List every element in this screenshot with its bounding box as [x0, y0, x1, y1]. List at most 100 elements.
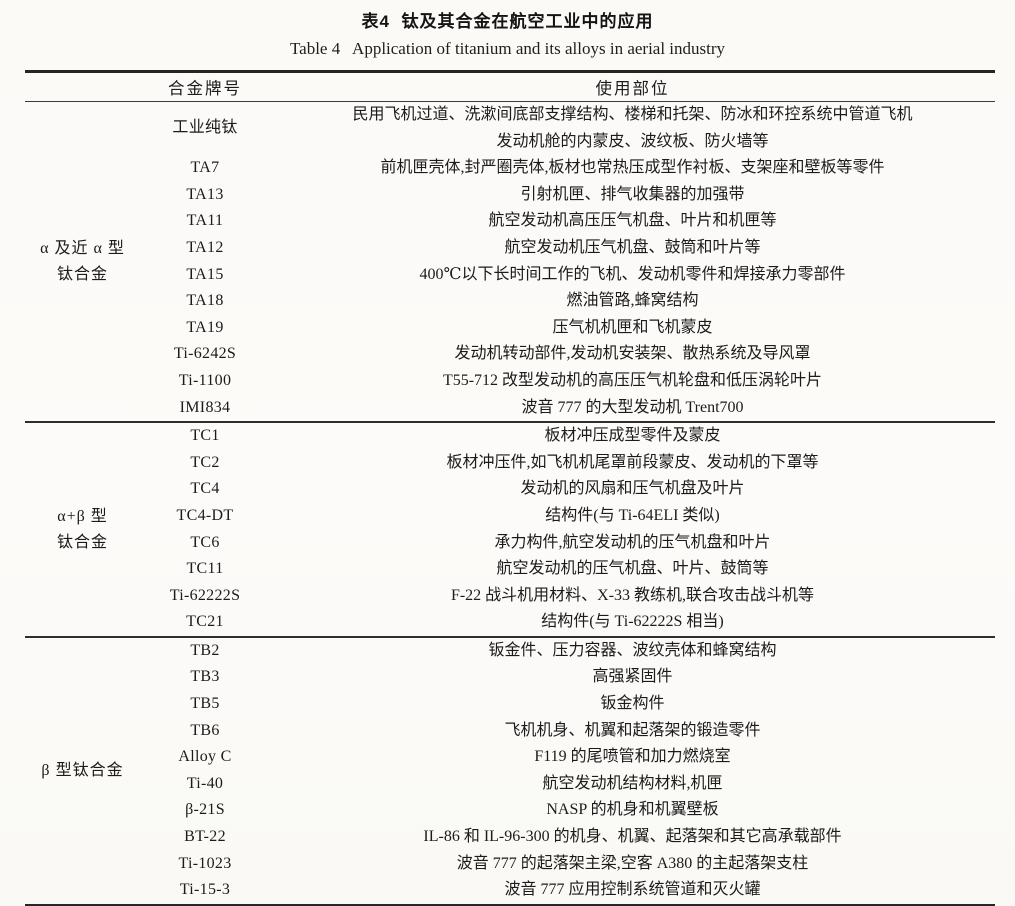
alloy-cell: TC4 — [190, 480, 220, 498]
table-row: TC2 板材冲压件,如飞机机尾罩前段蒙皮、发动机的下罩等 — [25, 450, 995, 477]
alloy-section: α+β 型钛合金 TC1 板材冲压成型零件及蒙皮 TC2 板材冲压件,如飞机机尾罩前段蒙… — [25, 422, 995, 637]
table-row: Ti-1023 波音 777 的起落架主梁,空客 A380 的主起落架支柱 — [25, 851, 995, 878]
table-row: Ti-40 航空发动机结构材料,机匣 — [25, 771, 995, 798]
usage-cell: 板材冲压件,如飞机机尾罩前段蒙皮、发动机的下罩等 — [446, 453, 819, 471]
alloy-section: α 及近 α 型钛合金 工业纯钛 民用飞机过道、洗漱间底部支撑结构、楼梯和托架、防冰… — [25, 102, 995, 423]
table-row: TC21 结构件(与 Ti-62222S 相当) — [25, 609, 995, 637]
header-category-spacer — [25, 71, 140, 102]
usage-cell: 波音 777 应用控制系统管道和灭火罐 — [504, 881, 761, 899]
alloy-cell: TC2 — [190, 453, 220, 471]
table-row: TC4 发动机的风扇和压气机盘及叶片 — [25, 476, 995, 503]
table-row: α+β 型钛合金 TC1 板材冲压成型零件及蒙皮 — [25, 422, 995, 550]
usage-cell: 波音 777 的起落架主梁,空客 A380 的主起落架支柱 — [456, 854, 809, 872]
table-row: IMI834 波音 777 的大型发动机 Trent700 — [25, 395, 995, 423]
alloy-cell: TA18 — [186, 292, 224, 310]
alloy-cell: TB2 — [190, 641, 220, 659]
alloy-cell: Ti-15-3 — [179, 881, 231, 899]
alloy-cell: Ti-1100 — [178, 371, 232, 389]
alloy-cell: TC21 — [186, 613, 224, 631]
alloy-cell: TC11 — [186, 560, 224, 578]
usage-cell: 航空发动机结构材料,机匣 — [542, 774, 723, 792]
usage-cell: 承力构件,航空发动机的压气机盘和叶片 — [494, 533, 771, 551]
table-row: TC6 承力构件,航空发动机的压气机盘和叶片 — [25, 530, 995, 557]
alloy-cell: Ti-40 — [186, 774, 224, 792]
table-row: α 及近 α 型钛合金 工业纯钛 民用飞机过道、洗漱间底部支撑结构、楼梯和托架、防冰… — [25, 102, 995, 283]
table-row: Ti-1100 T55-712 改型发动机的高压压气机轮盘和低压涡轮叶片 — [25, 368, 995, 395]
alloy-cell: TA19 — [186, 318, 224, 336]
usage-cell: F-22 战斗机用材料、X-33 教练机,联合攻击战斗机等 — [450, 586, 815, 604]
alloy-cell: TC6 — [190, 533, 220, 551]
header-alloy-designation: 合金牌号 — [140, 71, 270, 102]
usage-cell: NASP 的机身和机翼壁板 — [546, 801, 719, 819]
alloy-cell: TB6 — [190, 721, 220, 739]
alloy-cell: TA11 — [186, 212, 224, 230]
usage-cell: 结构件(与 Ti-62222S 相当) — [541, 613, 724, 631]
table-row: TA12 航空发动机压气机盘、鼓筒和叶片等 — [25, 235, 995, 262]
alloy-cell: TA12 — [186, 238, 224, 256]
usage-cell: 发动机转动部件,发动机安装架、散热系统及导风罩 — [454, 345, 811, 363]
header-usage-parts: 使用部位 — [270, 71, 995, 102]
usage-cell: 高强紧固件 — [592, 668, 673, 686]
alloy-cell: Ti-1023 — [178, 854, 232, 872]
table-row: Ti-6242S 发动机转动部件,发动机安装架、散热系统及导风罩 — [25, 341, 995, 368]
usage-cell: 钣金件、压力容器、波纹壳体和蜂窝结构 — [488, 641, 777, 659]
table-row: TA11 航空发动机高压压气机盘、叶片和机匣等 — [25, 208, 995, 235]
usage-cell: 航空发动机的压气机盘、叶片、鼓筒等 — [496, 560, 769, 578]
table-row: BT-22 IL-86 和 IL-96-300 的机身、机翼、起落架和其它高承载部… — [25, 824, 995, 851]
alloy-cell: TA7 — [190, 159, 220, 177]
table-row: TB5 钣金构件 — [25, 691, 995, 718]
alloy-cell: TA13 — [186, 185, 224, 203]
usage-cell: 飞机机身、机翼和起落架的锻造零件 — [504, 721, 761, 739]
table-row: TA13 引射机匣、排气收集器的加强带 — [25, 182, 995, 209]
table-header-row: 合金牌号 使用部位 — [25, 71, 995, 102]
table-title-en: Table 4 Application of titanium and its … — [289, 39, 726, 58]
alloy-cell: 工业纯钛 — [172, 119, 238, 137]
alloy-cell: Ti-62222S — [169, 586, 241, 604]
alloy-cell: TC1 — [190, 427, 220, 445]
alloy-section: β 型钛合金 TB2 钣金件、压力容器、波纹壳体和蜂窝结构 TB3 高强紧固件 TB5 钣金… — [25, 636, 995, 905]
usage-cell: 航空发动机压气机盘、鼓筒和叶片等 — [504, 238, 761, 256]
alloy-cell: TB5 — [190, 695, 220, 713]
alloy-cell: Ti-6242S — [173, 345, 237, 363]
usage-cell: 板材冲压成型零件及蒙皮 — [544, 427, 721, 445]
usage-cell: 压气机机匣和飞机蒙皮 — [552, 318, 713, 336]
alloy-cell: TB3 — [190, 668, 220, 686]
table-row: Alloy C F119 的尾喷管和加力燃烧室 — [25, 744, 995, 771]
table-title-zh: 表4 钛及其合金在航空工业中的应用 — [361, 12, 654, 31]
table-row: Ti-15-3 波音 777 应用控制系统管道和灭火罐 — [25, 877, 995, 905]
alloy-cell: β-21S — [185, 801, 225, 819]
category-cell: α 及近 α 型钛合金 — [40, 239, 125, 283]
usage-cell: 400℃以下长时间工作的飞机、发动机零件和焊接承力零部件 — [419, 265, 846, 283]
alloy-cell: TA15 — [186, 265, 224, 283]
usage-cell: 航空发动机高压压气机盘、叶片和机匣等 — [488, 212, 777, 230]
category-cell: α+β 型钛合金 — [56, 507, 108, 551]
table-row: TA7 前机匣壳体,封严圈壳体,板材也常热压成型作衬板、支架座和壁板等零件 — [25, 155, 995, 182]
alloy-cell: TC4-DT — [176, 506, 234, 524]
usage-cell: 民用飞机过道、洗漱间底部支撑结构、楼梯和托架、防冰和环控系统中管道飞机 发动机舱的… — [352, 106, 913, 150]
usage-cell: T55-712 改型发动机的高压压气机轮盘和低压涡轮叶片 — [442, 371, 823, 389]
table-row: TB3 高强紧固件 — [25, 664, 995, 691]
table-row: TB6 飞机机身、机翼和起落架的锻造零件 — [25, 718, 995, 745]
table-row: Ti-62222S F-22 战斗机用材料、X-33 教练机,联合攻击战斗机等 — [25, 583, 995, 610]
table-row: TC11 航空发动机的压气机盘、叶片、鼓筒等 — [25, 556, 995, 583]
category-cell: β 型钛合金 — [41, 761, 124, 779]
alloy-cell: IMI834 — [179, 398, 231, 416]
table-row: TA19 压气机机匣和飞机蒙皮 — [25, 315, 995, 342]
usage-cell: 引射机匣、排气收集器的加强带 — [520, 185, 745, 203]
table-row: β 型钛合金 TB2 钣金件、压力容器、波纹壳体和蜂窝结构 — [25, 637, 995, 779]
usage-cell: 发动机的风扇和压气机盘及叶片 — [520, 480, 745, 498]
usage-cell: IL-86 和 IL-96-300 的机身、机翼、起落架和其它高承载部件 — [423, 828, 842, 846]
usage-cell: 结构件(与 Ti-64ELI 类似) — [545, 506, 720, 524]
alloy-cell: Alloy C — [178, 748, 232, 766]
usage-cell: 前机匣壳体,封严圈壳体,板材也常热压成型作衬板、支架座和壁板等零件 — [380, 159, 885, 177]
usage-cell: 波音 777 的大型发动机 Trent700 — [521, 398, 744, 416]
table-row: TC4-DT 结构件(与 Ti-64ELI 类似) — [25, 503, 995, 530]
table-row: β-21S NASP 的机身和机翼壁板 — [25, 797, 995, 824]
applications-table: 合金牌号 使用部位 α 及近 α 型钛合金 工业纯钛 民用飞机过道、洗漱间底部支撑结… — [25, 70, 995, 906]
table-row: TA15 400℃以下长时间工作的飞机、发动机零件和焊接承力零部件 — [25, 262, 995, 289]
table-row: TA18 燃油管路,蜂窝结构 — [25, 288, 995, 315]
usage-cell: 燃油管路,蜂窝结构 — [566, 292, 699, 310]
alloy-cell: BT-22 — [184, 828, 226, 846]
usage-cell: 钣金构件 — [600, 695, 665, 713]
